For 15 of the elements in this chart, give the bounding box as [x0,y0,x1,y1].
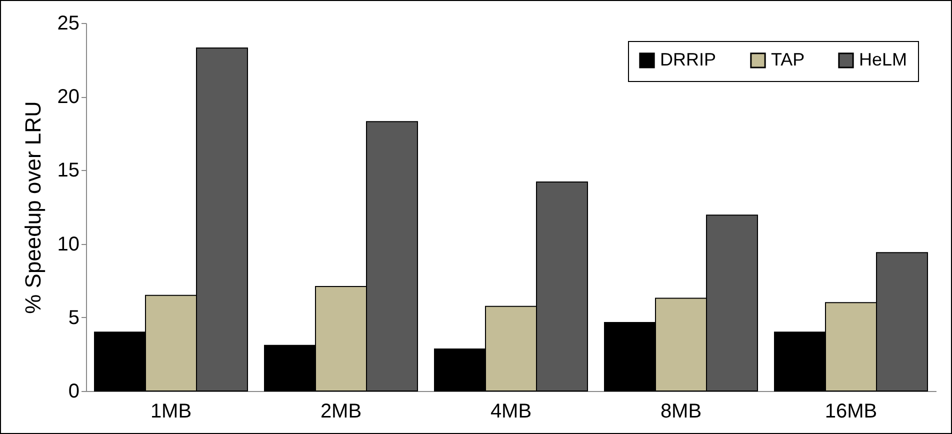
y-tick-label: 20 [57,86,80,108]
y-tick-label: 25 [57,12,80,34]
x-tick-label: 8MB [660,400,702,422]
x-tick-label: 16MB [824,400,878,422]
y-tick-label: 15 [57,160,80,182]
y-axis-title: % Speedup over LRU [20,101,46,314]
x-tick-label: 1MB [150,400,192,422]
y-tick-label: 0 [68,380,80,402]
y-tick-label: 10 [57,233,80,256]
y-tick-label: 5 [68,306,80,329]
x-tick-label: 2MB [320,400,362,422]
x-tick-label: 4MB [490,400,532,422]
legend-label: TAP [771,49,805,70]
legend-label: HeLM [859,49,908,70]
legend-label: DRRIP [660,49,716,70]
